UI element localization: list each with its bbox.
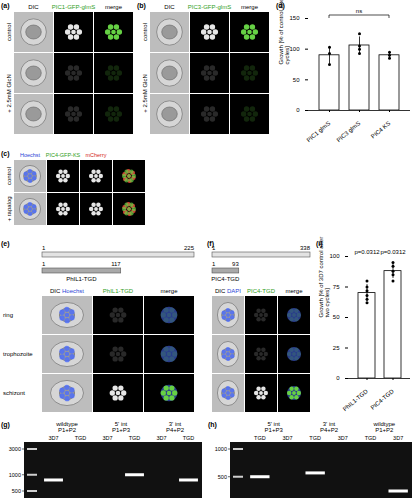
- svg-text:P4+P2: P4+P2: [320, 427, 339, 433]
- svg-text:ns: ns: [356, 8, 362, 14]
- svg-text:5' int: 5' int: [114, 421, 128, 427]
- svg-text:3D7: 3D7: [156, 435, 166, 441]
- svg-text:TGD: TGD: [365, 435, 377, 441]
- svg-text:150: 150: [289, 15, 300, 21]
- svg-text:3D7: 3D7: [282, 435, 292, 441]
- svg-text:3D7: 3D7: [102, 435, 112, 441]
- svg-text:+ 2.5mM GlcN: + 2.5mM GlcN: [6, 74, 12, 113]
- svg-text:merge: merge: [285, 288, 303, 294]
- svg-text:PIC3-GFP-glmS: PIC3-GFP-glmS: [188, 4, 231, 10]
- svg-text:PhIL1-TGD: PhIL1-TGD: [103, 288, 134, 294]
- svg-text:wildtype: wildtype: [373, 421, 396, 427]
- svg-text:(e): (e): [1, 240, 10, 248]
- svg-text:93: 93: [232, 261, 239, 267]
- svg-text:3D7: 3D7: [338, 435, 348, 441]
- svg-text:wildtype: wildtype: [56, 421, 78, 427]
- svg-text:TGD: TGD: [75, 435, 87, 441]
- svg-text:TGD: TGD: [254, 435, 266, 441]
- svg-text:DIC DAPI: DIC DAPI: [215, 288, 241, 294]
- svg-text:(c): (c): [1, 150, 10, 158]
- svg-text:100: 100: [289, 46, 300, 52]
- svg-text:P1+P3: P1+P3: [265, 427, 284, 433]
- svg-text:control: control: [142, 23, 148, 41]
- svg-text:(f): (f): [207, 240, 214, 247]
- svg-text:(b): (b): [137, 2, 146, 10]
- svg-text:PhIL1-TGD: PhIL1-TGD: [342, 388, 370, 413]
- svg-text:PIC1 glmS: PIC1 glmS: [306, 120, 332, 143]
- svg-text:1: 1: [212, 261, 216, 267]
- svg-text:PIC4-GFP-KS: PIC4-GFP-KS: [46, 152, 81, 158]
- svg-text:P4+P2: P4+P2: [166, 427, 185, 433]
- svg-text:1000: 1000: [215, 446, 227, 452]
- svg-text:25: 25: [333, 345, 340, 351]
- svg-text:P1+P2: P1+P2: [58, 427, 77, 433]
- svg-text:+ 2.5mM GlcN: + 2.5mM GlcN: [142, 74, 148, 113]
- svg-text:3' int: 3' int: [168, 421, 182, 427]
- svg-text:1: 1: [42, 245, 46, 251]
- svg-text:p=0.0312: p=0.0312: [380, 249, 406, 255]
- svg-text:338: 338: [300, 245, 311, 251]
- svg-text:1: 1: [212, 245, 216, 251]
- svg-text:225: 225: [184, 245, 195, 251]
- svg-text:merge: merge: [105, 4, 123, 10]
- svg-text:TGD: TGD: [309, 435, 321, 441]
- svg-text:PhIL1-TGD: PhIL1-TGD: [66, 276, 97, 282]
- svg-text:75: 75: [333, 284, 340, 290]
- svg-text:control: control: [6, 167, 12, 185]
- svg-text:+ rapalog: + rapalog: [6, 196, 12, 221]
- svg-text:3' int: 3' int: [322, 421, 336, 427]
- svg-text:TGD: TGD: [129, 435, 141, 441]
- svg-text:TGD: TGD: [183, 435, 195, 441]
- svg-text:control: control: [6, 23, 12, 41]
- svg-text:(h): (h): [208, 421, 217, 429]
- svg-text:50: 50: [293, 77, 300, 83]
- svg-text:ring: ring: [3, 312, 13, 318]
- svg-text:0: 0: [336, 375, 340, 381]
- svg-text:schizont: schizont: [3, 390, 25, 396]
- svg-text:PIC4-TGD: PIC4-TGD: [247, 288, 276, 294]
- svg-text:3D7: 3D7: [48, 435, 58, 441]
- svg-text:117: 117: [111, 261, 121, 267]
- svg-text:500: 500: [12, 488, 21, 494]
- svg-text:500: 500: [218, 474, 227, 480]
- svg-text:PIC1-GFP-glmS: PIC1-GFP-glmS: [52, 4, 95, 10]
- svg-text:PIC3 glmS: PIC3 glmS: [336, 120, 362, 143]
- svg-text:DIC: DIC: [164, 4, 175, 10]
- svg-text:0: 0: [296, 107, 300, 113]
- svg-text:Hoechst: Hoechst: [20, 152, 41, 158]
- svg-text:1000: 1000: [9, 472, 21, 478]
- svg-text:PIC4-TGD: PIC4-TGD: [211, 276, 240, 282]
- svg-text:merge: merge: [241, 4, 259, 10]
- svg-text:DIC: DIC: [28, 4, 39, 10]
- svg-text:(a): (a): [1, 2, 10, 10]
- svg-text:100: 100: [329, 253, 340, 259]
- svg-text:PIC4 KS: PIC4 KS: [370, 120, 391, 139]
- svg-text:3000: 3000: [9, 446, 21, 452]
- svg-text:DIC Hoechst: DIC Hoechst: [50, 288, 84, 294]
- svg-text:trophozoite: trophozoite: [3, 351, 33, 357]
- svg-text:P1+P2: P1+P2: [375, 427, 394, 433]
- svg-text:50: 50: [333, 314, 340, 320]
- svg-text:p=0.0312: p=0.0312: [354, 249, 380, 255]
- svg-text:Growth [% of 3D7 control after: Growth [% of 3D7 control aftertwo cycles…: [318, 237, 330, 318]
- svg-text:merge: merge: [160, 288, 178, 294]
- svg-text:Growth [% of control after two: Growth [% of control after twocycles]: [278, 0, 290, 65]
- svg-text:5' int: 5' int: [267, 421, 280, 427]
- svg-text:1: 1: [42, 261, 46, 267]
- svg-text:3D7: 3D7: [393, 435, 403, 441]
- svg-text:(g): (g): [1, 421, 10, 429]
- svg-text:P1+P3: P1+P3: [112, 427, 131, 433]
- svg-text:mCherry: mCherry: [85, 152, 106, 158]
- svg-text:PIC4-TGD: PIC4-TGD: [370, 388, 396, 411]
